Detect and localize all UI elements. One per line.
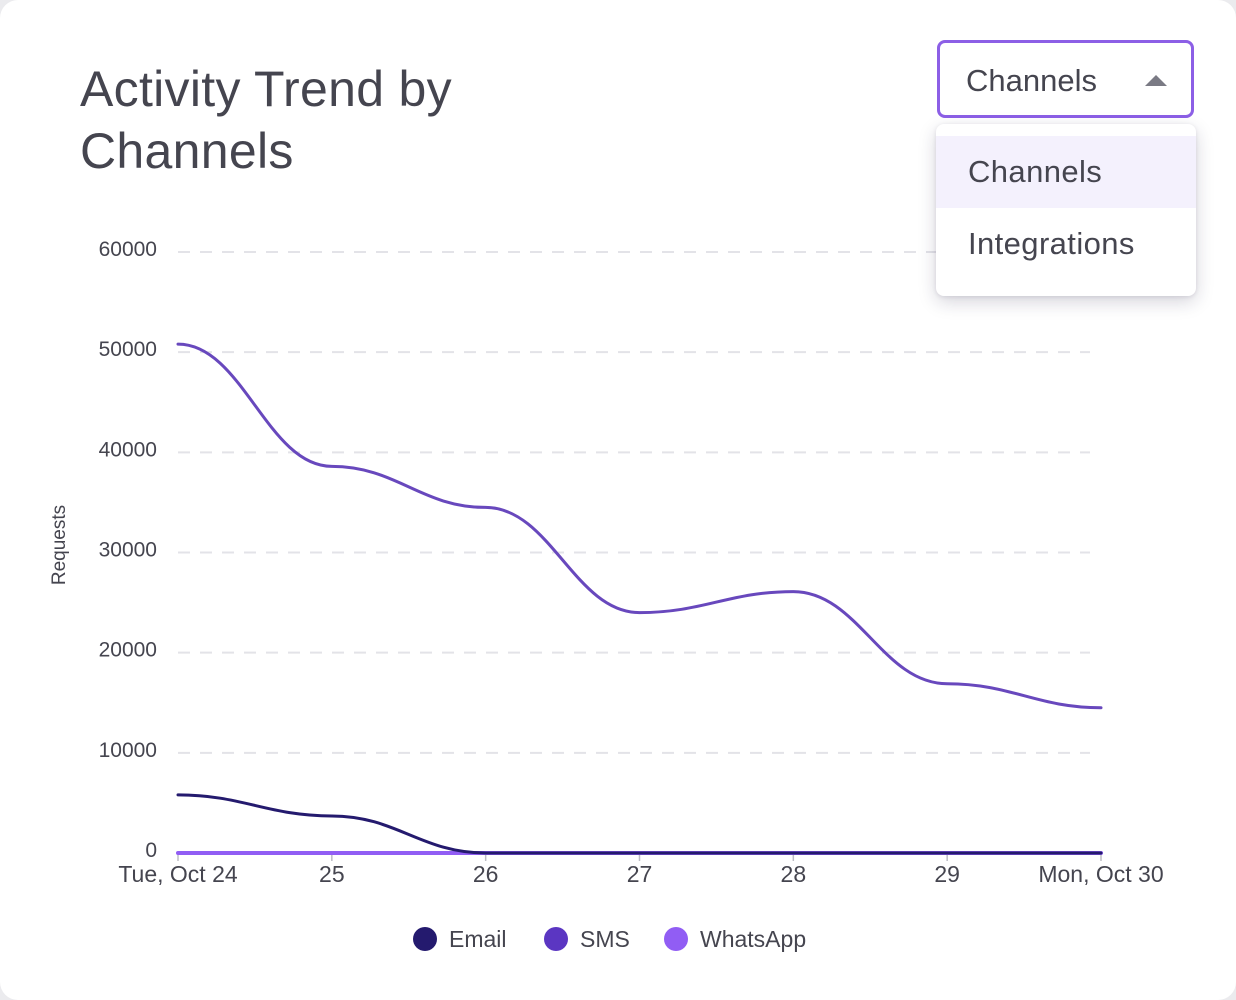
legend-item-sms[interactable]: SMS	[544, 924, 630, 954]
x-tick-label: 26	[473, 861, 499, 887]
legend-label: WhatsApp	[700, 925, 807, 952]
y-tick-label: 10000	[99, 739, 157, 762]
x-tick-label: 25	[319, 861, 345, 887]
dropdown-selected-value: Channels	[966, 63, 1097, 98]
y-tick-label: 30000	[99, 539, 157, 562]
series-line-sms	[176, 342, 1103, 710]
legend-dot-icon	[664, 927, 688, 951]
chart-title: Activity Trend by Channels	[80, 61, 452, 179]
channels-dropdown[interactable]: Channels	[937, 40, 1194, 118]
legend-label: Email	[449, 925, 507, 952]
y-tick-label: 50000	[99, 338, 157, 361]
dropdown-option-integrations[interactable]: Integrations	[968, 226, 1135, 261]
legend-label: SMS	[580, 925, 630, 952]
x-tick-label: 27	[627, 861, 653, 887]
dropdown-option-channels[interactable]: Channels	[936, 136, 1196, 208]
y-tick-label: 0	[145, 839, 157, 862]
y-axis-title: Requests	[49, 505, 70, 585]
caret-up-icon	[1145, 75, 1167, 86]
series-line-email	[176, 793, 1103, 855]
y-tick-label: 20000	[99, 639, 157, 662]
x-tick-label: 28	[781, 861, 807, 887]
dropdown-menu: Channels Integrations	[936, 124, 1196, 296]
x-tick-label: Tue, Oct 24	[118, 861, 238, 887]
y-tick-label: 60000	[99, 238, 157, 261]
x-tick-label: 29	[934, 861, 960, 887]
legend-dot-icon	[413, 927, 437, 951]
chart-legend: Email SMS WhatsApp	[0, 920, 1236, 960]
legend-item-email[interactable]: Email	[413, 924, 507, 954]
legend-dot-icon	[544, 927, 568, 951]
x-tick-label: Mon, Oct 30	[1038, 861, 1163, 887]
legend-item-whatsapp[interactable]: WhatsApp	[664, 924, 806, 954]
y-tick-label: 40000	[99, 438, 157, 461]
